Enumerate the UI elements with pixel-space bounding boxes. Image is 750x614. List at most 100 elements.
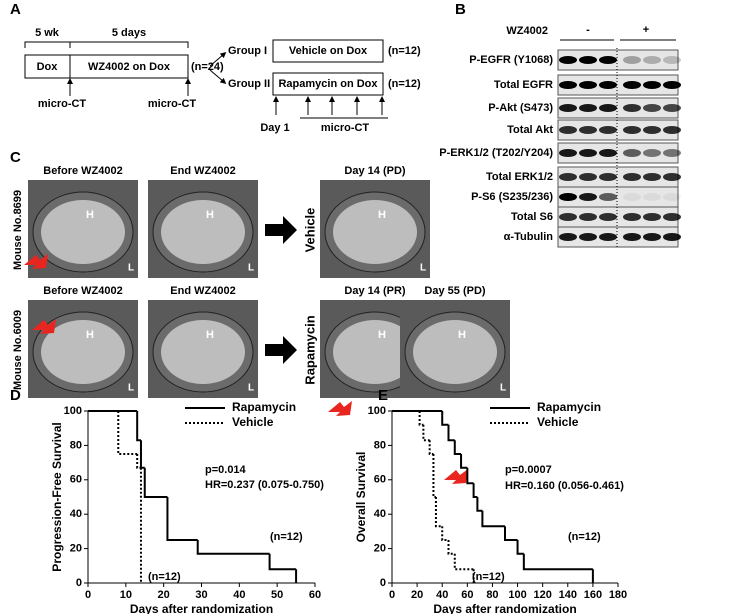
y-axis-label: Overall Survival	[354, 452, 368, 543]
treatment: WZ4002	[506, 25, 548, 37]
x-tick-label: 0	[85, 589, 91, 601]
band	[643, 126, 661, 134]
band	[579, 149, 597, 157]
survival-step	[466, 467, 474, 485]
x-tick-label: 120	[533, 589, 551, 601]
band	[663, 233, 681, 241]
blot-label: P-ERK1/2 (T202/Y204)	[439, 147, 553, 159]
image-label: Day 55 (PD)	[424, 285, 485, 297]
band	[559, 56, 577, 64]
x-tick-label: 20	[411, 589, 423, 601]
annotation: HR=0.237 (0.075-0.750)	[205, 479, 324, 491]
band	[663, 126, 681, 134]
band	[599, 213, 617, 221]
band	[623, 173, 641, 181]
y-tick-label: 60	[374, 474, 386, 486]
treatment: Vehicle on Dox	[289, 45, 368, 57]
y-tick-label: 100	[64, 405, 82, 417]
band	[643, 213, 661, 221]
band	[599, 173, 617, 181]
x-tick-label: 60	[461, 589, 473, 601]
ct-lung	[161, 200, 245, 264]
heart-label: H	[458, 329, 466, 341]
survival-step	[268, 553, 297, 571]
image-label: Day 14 (PR)	[344, 285, 405, 297]
red-arrow	[24, 254, 48, 269]
blot-label: P-EGFR (Y1068)	[469, 54, 553, 66]
survival-step	[117, 411, 138, 455]
ct-lung	[161, 320, 245, 384]
band	[663, 104, 681, 112]
band	[643, 193, 661, 201]
annotation: (n=12)	[472, 571, 505, 583]
band	[663, 173, 681, 181]
survival-step	[447, 540, 455, 555]
heart-label: H	[206, 209, 214, 221]
annotation: p=0.0007	[505, 464, 552, 476]
band	[599, 193, 617, 201]
arrow	[209, 52, 227, 67]
survival-step	[441, 411, 449, 426]
band	[579, 81, 597, 89]
y-tick-label: 60	[70, 474, 82, 486]
x-axis-label: Days after randomization	[130, 602, 273, 614]
band	[663, 193, 681, 201]
side-label: L	[420, 263, 426, 274]
side-label: L	[248, 263, 254, 274]
band	[623, 81, 641, 89]
annotation: (n=12)	[148, 571, 181, 583]
mouse-id: Mouse No.8699	[12, 190, 24, 270]
image-label: End WZ4002	[170, 165, 235, 177]
image-label: Day 14 (PD)	[344, 165, 405, 177]
image-label: Before WZ4002	[43, 285, 122, 297]
side-label: L	[128, 263, 134, 274]
imaging-label: micro-CT	[38, 98, 87, 110]
side-label: L	[128, 383, 134, 394]
image-label: Before WZ4002	[43, 165, 122, 177]
condition: -	[586, 24, 590, 36]
band	[559, 233, 577, 241]
blot-label: Total EGFR	[494, 79, 553, 91]
x-tick-label: 0	[389, 589, 395, 601]
survival-step	[453, 440, 462, 455]
band	[559, 104, 577, 112]
band	[559, 126, 577, 134]
band	[623, 233, 641, 241]
y-tick-label: 20	[70, 543, 82, 555]
box-label: WZ4002 on Dox	[88, 61, 171, 73]
survival-step	[472, 483, 478, 498]
panel-label: C	[10, 149, 21, 166]
survival-step	[460, 454, 468, 469]
ct-lung	[413, 320, 497, 384]
side-label: L	[248, 383, 254, 394]
survival-step	[481, 510, 505, 528]
x-tick-label: 180	[609, 589, 627, 601]
band	[643, 173, 661, 181]
treatment: Rapamycin on Dox	[278, 78, 378, 90]
duration: 5 days	[112, 27, 146, 39]
arrows	[273, 96, 388, 119]
survival-step	[516, 540, 524, 555]
band	[663, 213, 681, 221]
survival-step	[136, 454, 141, 469]
band	[599, 81, 617, 89]
survival-step	[441, 526, 449, 541]
condition: +	[643, 24, 649, 36]
ct-lung	[333, 200, 417, 264]
band	[559, 81, 577, 89]
annotation: HR=0.160 (0.056-0.461)	[505, 480, 624, 492]
survival-step	[136, 411, 141, 442]
group-label: Rapamycin	[302, 315, 317, 384]
y-tick-label: 0	[380, 577, 386, 589]
legend-label: Vehicle	[232, 415, 274, 429]
survival-step	[447, 424, 455, 442]
band	[579, 126, 597, 134]
survival-step	[422, 424, 430, 442]
x-tick-label: 40	[436, 589, 448, 601]
survival-step	[143, 467, 168, 498]
n-label: (n=24)	[191, 61, 224, 73]
y-tick-label: 80	[70, 439, 82, 451]
red-arrow	[328, 401, 352, 416]
band	[623, 56, 641, 64]
band	[663, 81, 681, 89]
